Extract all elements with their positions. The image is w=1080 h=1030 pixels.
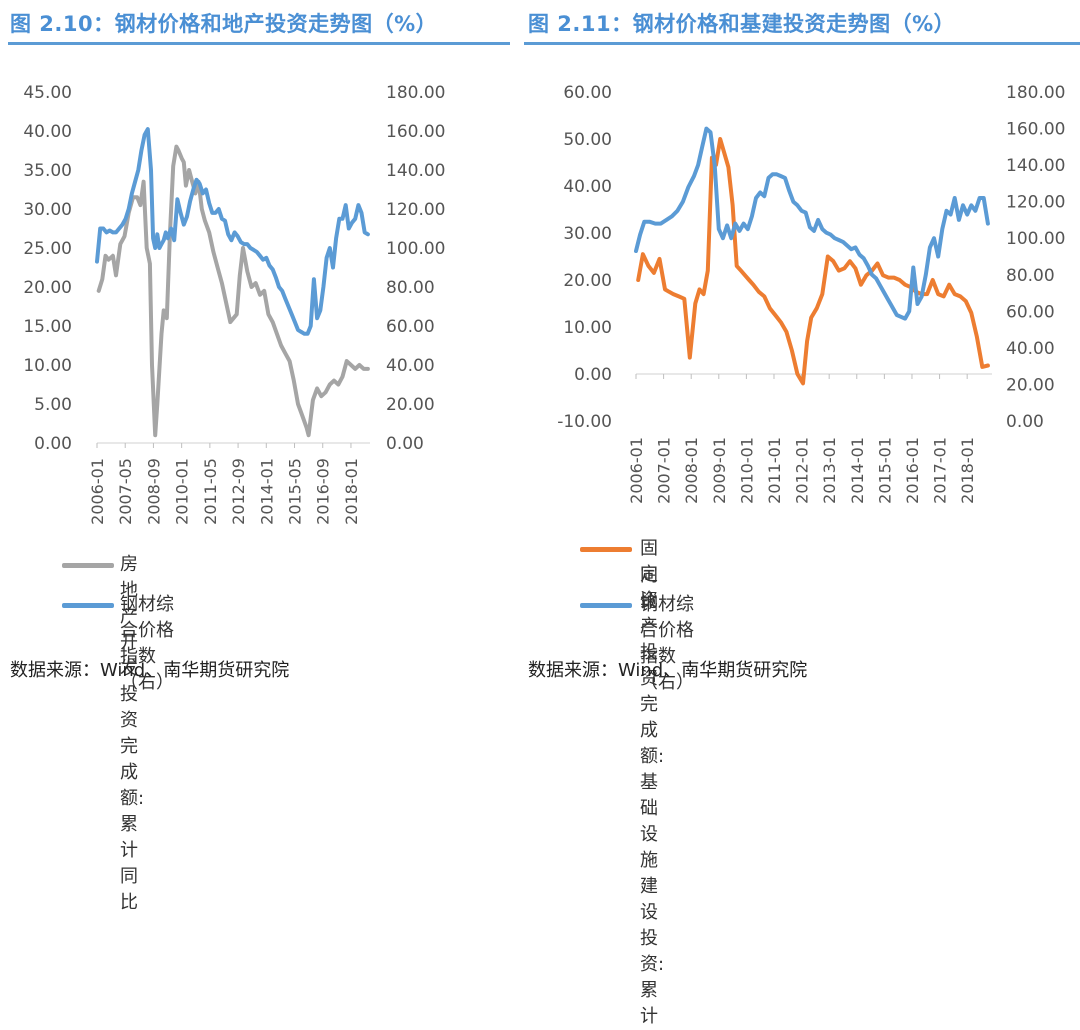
y-right-tick-label: 0.00 xyxy=(386,434,424,454)
y-left-tick-label: -10.00 xyxy=(557,412,612,432)
x-tick-label: 2016-09 xyxy=(314,458,333,525)
y-right-tick-label: 60.00 xyxy=(1006,302,1055,322)
x-tick-label: 2015-05 xyxy=(286,458,305,525)
y-right-tick-label: 180.00 xyxy=(386,83,445,103)
y-left-tick-label: 30.00 xyxy=(23,200,72,220)
y-right-tick-label: 80.00 xyxy=(386,278,435,298)
y-right-tick-label: 80.00 xyxy=(1006,266,1055,286)
x-tick-label: 2011-05 xyxy=(201,458,220,525)
right-panel: 图 2.11：钢材价格和基建投资走势图（%） -10.00 0.00 10.00 20… xyxy=(524,0,1080,1027)
left-panel: 图 2.10：钢材价格和地产投资走势图（%） 0.00 5.00 10.00 15.0… xyxy=(0,0,520,913)
series-line-right-axis xyxy=(634,126,990,321)
legend-swatch xyxy=(62,603,114,608)
legend-label: 钢材综合价格指数（右） xyxy=(120,594,174,693)
y-right-tick-label: 40.00 xyxy=(1006,339,1055,359)
x-tick-label: 2014-01 xyxy=(848,437,867,504)
y-left-tick-label: 20.00 xyxy=(23,278,72,298)
y-right-tick-label: 160.00 xyxy=(1006,120,1065,140)
y-left-tick-label: 0.00 xyxy=(574,365,612,385)
x-tick-label: 2017-01 xyxy=(931,437,950,504)
y-right-tick-label: 180.00 xyxy=(1006,83,1065,103)
legend-label-continued: 同比 xyxy=(640,565,658,612)
y-right-tick-label: 160.00 xyxy=(386,122,445,142)
y-left-tick-label: 30.00 xyxy=(563,224,612,244)
x-tick-label: 2006-01 xyxy=(627,437,646,504)
y-right-tick-label: 60.00 xyxy=(386,317,435,337)
x-tick-label: 2011-01 xyxy=(765,437,784,504)
y-left-tick-label: 60.00 xyxy=(563,83,612,103)
x-tick-label: 2010-01 xyxy=(173,458,192,525)
series-line-left-axis xyxy=(636,137,990,386)
y-right-tick-label: 40.00 xyxy=(386,356,435,376)
y-left-tick-label: 15.00 xyxy=(23,317,72,337)
y-right-tick-label: 120.00 xyxy=(386,200,445,220)
chart-title: 图 2.11：钢材价格和基建投资走势图（%） xyxy=(528,12,956,36)
y-left-tick-label: 20.00 xyxy=(563,271,612,291)
y-right-tick-label: 120.00 xyxy=(1006,193,1065,213)
y-right-tick-label: 140.00 xyxy=(1006,156,1065,176)
x-tick-label: 2009-01 xyxy=(710,437,729,504)
x-tick-label: 2006-01 xyxy=(88,458,107,525)
x-tick-label: 2013-01 xyxy=(820,437,839,504)
x-tick-label: 2012-09 xyxy=(229,458,248,525)
x-tick-label: 2012-01 xyxy=(793,437,812,504)
x-tick-label: 2010-01 xyxy=(737,437,756,504)
y-right-tick-label: 0.00 xyxy=(1006,412,1044,432)
chart-title: 图 2.10：钢材价格和地产投资走势图（%） xyxy=(10,12,438,36)
y-right-tick-label: 20.00 xyxy=(1006,375,1055,395)
steel-vs-infrastructure-chart: -10.00 0.00 10.00 20.00 30.00 40.00 50.00 60.00… xyxy=(557,83,1065,504)
series-line-right-axis xyxy=(95,127,370,336)
y-right-tick-label: 20.00 xyxy=(386,395,435,415)
y-left-tick-label: 0.00 xyxy=(34,434,72,454)
y-left-tick-label: 50.00 xyxy=(563,130,612,150)
y-right-tick-label: 100.00 xyxy=(1006,229,1065,249)
y-left-tick-label: 40.00 xyxy=(23,122,72,142)
y-right-tick-label: 100.00 xyxy=(386,239,445,259)
legend-swatch xyxy=(580,547,632,552)
x-tick-label: 2018-01 xyxy=(342,458,361,525)
legend-label: 钢材综合价格指数（右） xyxy=(640,594,694,693)
y-left-tick-label: 35.00 xyxy=(23,161,72,181)
series-line-left-axis xyxy=(96,144,370,438)
legend-swatch xyxy=(62,563,114,568)
title-rule xyxy=(524,42,1080,45)
y-right-tick-label: 140.00 xyxy=(386,161,445,181)
y-left-tick-label: 5.00 xyxy=(34,395,72,415)
y-left-tick-label: 10.00 xyxy=(563,318,612,338)
y-left-tick-label: 10.00 xyxy=(23,356,72,376)
x-tick-label: 2007-01 xyxy=(655,437,674,504)
x-tick-label: 2015-01 xyxy=(875,437,894,504)
title-rule xyxy=(8,42,510,45)
x-tick-label: 2016-01 xyxy=(903,437,922,504)
y-left-tick-label: 25.00 xyxy=(23,239,72,259)
x-tick-label: 2008-01 xyxy=(682,437,701,504)
x-tick-label: 2018-01 xyxy=(958,437,977,504)
steel-vs-realestate-chart: 0.00 5.00 10.00 15.00 20.00 25.00 30.00 35.00 40… xyxy=(23,83,445,525)
y-left-tick-label: 45.00 xyxy=(23,83,72,103)
data-source: 数据来源：Wind、南华期货研究院 xyxy=(10,660,290,681)
legend-swatch xyxy=(580,603,632,608)
data-source: 数据来源：Wind、南华期货研究院 xyxy=(528,660,808,681)
x-tick-label: 2014-01 xyxy=(257,458,276,525)
x-tick-label: 2007-05 xyxy=(116,458,135,525)
x-tick-label: 2008-09 xyxy=(144,458,163,525)
y-left-tick-label: 40.00 xyxy=(563,177,612,197)
